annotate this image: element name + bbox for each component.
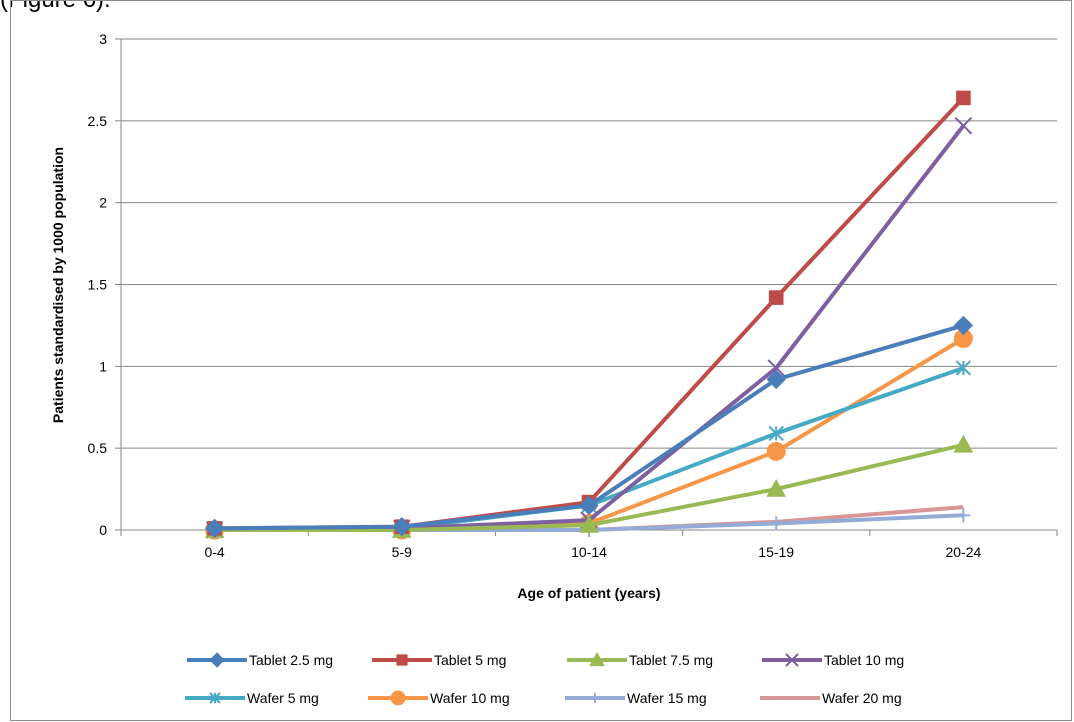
legend-label: Tablet 10 mg bbox=[824, 652, 904, 668]
data-point bbox=[204, 518, 225, 539]
data-point bbox=[953, 315, 974, 336]
legend-label: Wafer 15 mg bbox=[627, 690, 707, 706]
y-tick-label: 3 bbox=[99, 31, 107, 47]
chart-frame bbox=[10, 0, 1072, 721]
x-tick-label: 0-4 bbox=[204, 544, 224, 560]
legend-label: Tablet 2.5 mg bbox=[249, 652, 333, 668]
y-tick-label: 0.5 bbox=[88, 440, 108, 456]
data-point bbox=[209, 692, 221, 704]
data-point bbox=[766, 369, 786, 390]
legend: Tablet 2.5 mg Tablet 5 mg Tablet 7.5 mg Tab… bbox=[185, 651, 904, 706]
series-lines bbox=[204, 90, 974, 540]
legend-item: Tablet 10 mg bbox=[762, 652, 904, 668]
y-axis-title: Patients standardised by 1000 population bbox=[50, 147, 66, 423]
series-tablet-2-5-mg bbox=[204, 315, 974, 539]
data-point bbox=[766, 479, 787, 497]
x-tick-label: 5-9 bbox=[392, 544, 412, 560]
series-line bbox=[214, 96, 965, 531]
axes bbox=[115, 38, 1058, 536]
legend-item: Tablet 5 mg bbox=[372, 652, 506, 668]
data-point bbox=[769, 516, 784, 531]
data-point bbox=[392, 517, 412, 537]
legend-label: Wafer 20 mg bbox=[822, 690, 902, 706]
legend-label: Wafer 5 mg bbox=[247, 690, 319, 706]
series-tablet-10-mg bbox=[205, 117, 973, 539]
y-tick-label: 1.5 bbox=[88, 277, 108, 293]
data-point bbox=[396, 654, 408, 666]
data-point bbox=[785, 653, 799, 667]
data-point bbox=[955, 360, 972, 376]
legend-item: Wafer 5 mg bbox=[185, 690, 319, 706]
data-point bbox=[590, 693, 600, 703]
data-point bbox=[589, 651, 605, 667]
legend-label: Tablet 5 mg bbox=[434, 652, 506, 668]
legend-item: Tablet 7.5 mg bbox=[567, 651, 713, 668]
y-tick-label: 0 bbox=[99, 522, 107, 538]
data-point bbox=[956, 508, 971, 523]
x-axis-title: Age of patient (years) bbox=[517, 585, 660, 601]
data-point bbox=[579, 495, 599, 516]
page-caption: (Figure 6). bbox=[0, 0, 111, 14]
data-point bbox=[579, 515, 599, 533]
gridlines bbox=[121, 38, 1057, 449]
data-point bbox=[766, 441, 786, 461]
data-point bbox=[390, 690, 406, 706]
y-tick-label: 2.5 bbox=[88, 113, 108, 129]
data-point bbox=[954, 117, 973, 135]
x-tick-label: 15-19 bbox=[758, 544, 794, 560]
x-tick-labels: 0-4 5-9 10-14 15-19 20-24 bbox=[204, 544, 981, 560]
y-tick-label: 1 bbox=[99, 358, 107, 374]
y-tick-labels: 0 0.5 1 1.5 2 2.5 3 bbox=[88, 31, 108, 538]
legend-item: Tablet 2.5 mg bbox=[187, 652, 333, 668]
x-tick-label: 10-14 bbox=[571, 544, 607, 560]
legend-item: Wafer 15 mg bbox=[565, 690, 707, 706]
legend-label: Tablet 7.5 mg bbox=[629, 652, 713, 668]
y-tick-label: 2 bbox=[99, 195, 107, 211]
data-point bbox=[768, 425, 784, 442]
legend-item: Wafer 20 mg bbox=[760, 690, 902, 706]
x-tick-label: 20-24 bbox=[945, 544, 981, 560]
data-point bbox=[209, 652, 225, 668]
data-point bbox=[956, 90, 971, 106]
data-point bbox=[767, 359, 785, 377]
data-point bbox=[768, 290, 784, 305]
legend-item: Wafer 10 mg bbox=[368, 690, 510, 706]
series-tablet-7-5-mg bbox=[204, 434, 974, 538]
legend-label: Wafer 10 mg bbox=[430, 690, 510, 706]
data-point bbox=[953, 434, 974, 453]
